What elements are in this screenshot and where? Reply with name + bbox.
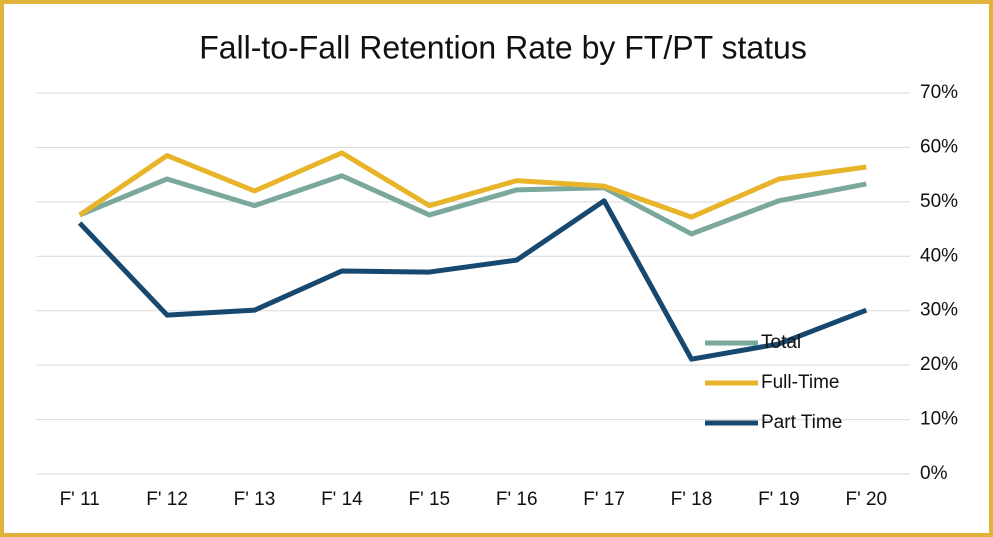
series-line xyxy=(77,198,868,362)
x-tick-label: F' 14 xyxy=(321,489,363,510)
y-tick-label: 70% xyxy=(920,82,958,103)
y-tick-label: 20% xyxy=(920,354,958,375)
series-line xyxy=(78,150,867,220)
legend-label: Full-Time xyxy=(761,372,839,393)
x-tick-label: F' 20 xyxy=(845,489,887,510)
legend-label: Part Time xyxy=(761,412,842,433)
legend-label: Total xyxy=(761,332,801,353)
x-tick-label: F' 19 xyxy=(758,489,800,510)
y-tick-label: 10% xyxy=(920,409,958,430)
x-tick-label: F' 18 xyxy=(671,489,713,510)
x-tick-label: F' 15 xyxy=(408,489,450,510)
y-tick-label: 50% xyxy=(920,191,958,212)
x-tick-label: F' 12 xyxy=(146,489,188,510)
y-tick-label: 60% xyxy=(920,136,958,157)
y-tick-label: 40% xyxy=(920,245,958,266)
series-line xyxy=(78,173,867,237)
x-tick-label: F' 16 xyxy=(496,489,538,510)
y-tick-label: 0% xyxy=(920,463,948,484)
x-tick-label: F' 13 xyxy=(234,489,276,510)
y-tick-label: 30% xyxy=(920,300,958,321)
x-tick-label: F' 11 xyxy=(60,489,100,510)
x-tick-label: F' 17 xyxy=(583,489,625,510)
chart-title: Fall-to-Fall Retention Rate by FT/PT sta… xyxy=(199,29,807,65)
